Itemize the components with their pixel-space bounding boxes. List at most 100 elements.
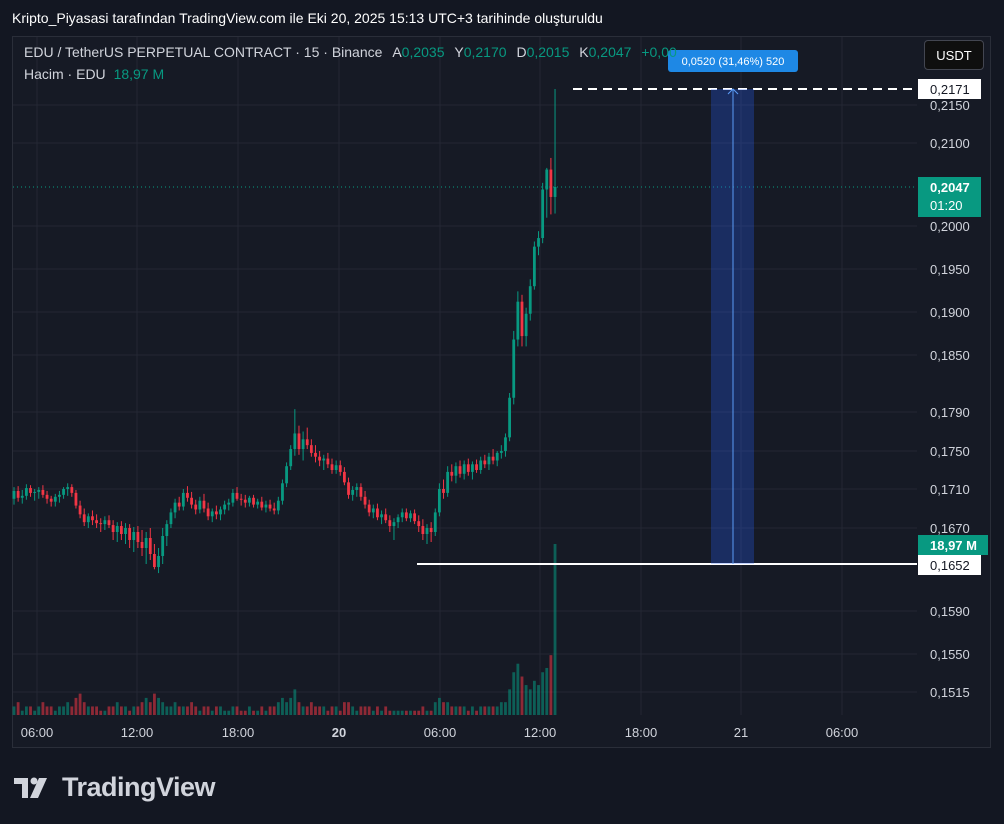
volume-bar xyxy=(169,706,173,715)
chart-grid xyxy=(13,37,917,715)
candle-body xyxy=(281,483,284,501)
candle-body xyxy=(272,508,276,511)
candle-body xyxy=(66,487,70,489)
volume-bar xyxy=(41,702,45,715)
volume-bar xyxy=(136,706,140,715)
volume-bar xyxy=(24,706,28,715)
candle-body xyxy=(231,492,235,503)
candle-body xyxy=(62,489,65,495)
tradingview-wordmark: TradingView xyxy=(62,772,216,802)
volume-bar xyxy=(446,702,450,715)
candle-body xyxy=(177,502,181,507)
candle-body xyxy=(16,490,20,498)
volume-bar xyxy=(37,706,41,715)
volume-bar xyxy=(309,702,313,715)
volume-bar xyxy=(202,706,206,715)
volume-bar xyxy=(95,706,98,715)
candle-body xyxy=(107,520,111,526)
candle-body xyxy=(487,456,491,465)
volume-bar xyxy=(239,710,243,715)
volume-bar xyxy=(74,697,78,715)
candle-body xyxy=(289,449,293,467)
candle-body xyxy=(466,464,470,472)
volume-bar xyxy=(466,710,470,715)
export-caption: Kripto_Piyasasi tarafından TradingView.c… xyxy=(12,10,603,26)
candle-body xyxy=(437,489,441,513)
price-tick-label: 0,1900 xyxy=(930,305,970,320)
volume-bar xyxy=(454,706,458,715)
volume-bar xyxy=(157,697,160,715)
volume-bar xyxy=(256,710,260,715)
candle-body xyxy=(190,497,193,505)
candle-body xyxy=(516,301,520,340)
volume-bar xyxy=(417,710,421,715)
candle-body xyxy=(301,439,305,450)
volume-bar xyxy=(70,706,74,715)
volume-bar xyxy=(305,706,309,715)
volume-bar xyxy=(260,706,264,715)
volume-bar xyxy=(186,706,189,715)
candle-body xyxy=(545,169,549,190)
candle-body xyxy=(37,489,41,492)
candle-body xyxy=(305,439,309,446)
candle-body xyxy=(219,509,222,515)
candle-body xyxy=(103,520,107,525)
volume-bar xyxy=(153,693,156,715)
candle-body xyxy=(479,460,483,470)
volume-bar xyxy=(388,710,392,715)
time-tick-label: 06:00 xyxy=(21,725,54,740)
candle-body xyxy=(512,339,516,398)
chart-overlays: 0,0520 (31,46%) 520 xyxy=(13,50,917,565)
candle-body xyxy=(124,528,127,534)
candle-body xyxy=(128,528,132,540)
candle-body xyxy=(446,471,450,493)
time-tick-label: 18:00 xyxy=(222,725,255,740)
candle-body xyxy=(326,458,330,465)
volume-bar xyxy=(367,706,371,715)
candle-body xyxy=(256,501,260,505)
volume-bar xyxy=(495,706,499,715)
volume-bar xyxy=(289,697,293,715)
volume-bar xyxy=(243,710,247,715)
symbol-legend: EDU / TetherUS PERPETUAL CONTRACT · 15 ·… xyxy=(24,44,677,60)
volume-bar xyxy=(392,710,396,715)
candle-body xyxy=(53,496,57,502)
volume-bar xyxy=(264,710,268,715)
candle-body xyxy=(82,514,86,523)
close-value: 0,2047 xyxy=(588,44,632,60)
currency-button[interactable]: USDT xyxy=(924,40,984,70)
time-tick-label: 06:00 xyxy=(826,725,859,740)
open-value: 0,2035 xyxy=(401,44,445,60)
time-tick-label: 06:00 xyxy=(424,725,457,740)
candle-body xyxy=(442,489,445,493)
volume-bar xyxy=(235,706,239,715)
symbol-info: EDU / TetherUS PERPETUAL CONTRACT · 15 ·… xyxy=(24,44,383,60)
volume-bar xyxy=(297,702,301,715)
tradingview-logo: TradingView xyxy=(14,772,216,803)
volume-legend-label: Hacim · EDU xyxy=(24,66,106,82)
candle-body xyxy=(504,437,507,451)
candle-body xyxy=(210,511,214,517)
volume-bar xyxy=(458,706,462,715)
candle-body xyxy=(186,492,189,498)
volume-legend-value: 18,97 M xyxy=(113,66,165,82)
volume-bar xyxy=(29,706,32,715)
candle-body xyxy=(347,482,350,495)
volume-bar xyxy=(66,702,70,715)
chart-panel[interactable] xyxy=(12,36,991,748)
volume-bar xyxy=(132,706,136,715)
candle-body xyxy=(58,494,61,497)
candle-body xyxy=(33,491,37,493)
price-tick-label: 0,1515 xyxy=(930,685,970,700)
volume-bar xyxy=(53,710,57,715)
volume-bar xyxy=(528,689,532,715)
candle-body xyxy=(396,517,400,523)
candle-body xyxy=(264,504,268,508)
candle-body xyxy=(322,458,326,461)
candle-body xyxy=(144,538,148,548)
volume-bar xyxy=(58,706,61,715)
candle-body xyxy=(450,471,454,476)
candle-body xyxy=(161,536,165,556)
candle-body xyxy=(165,524,169,536)
